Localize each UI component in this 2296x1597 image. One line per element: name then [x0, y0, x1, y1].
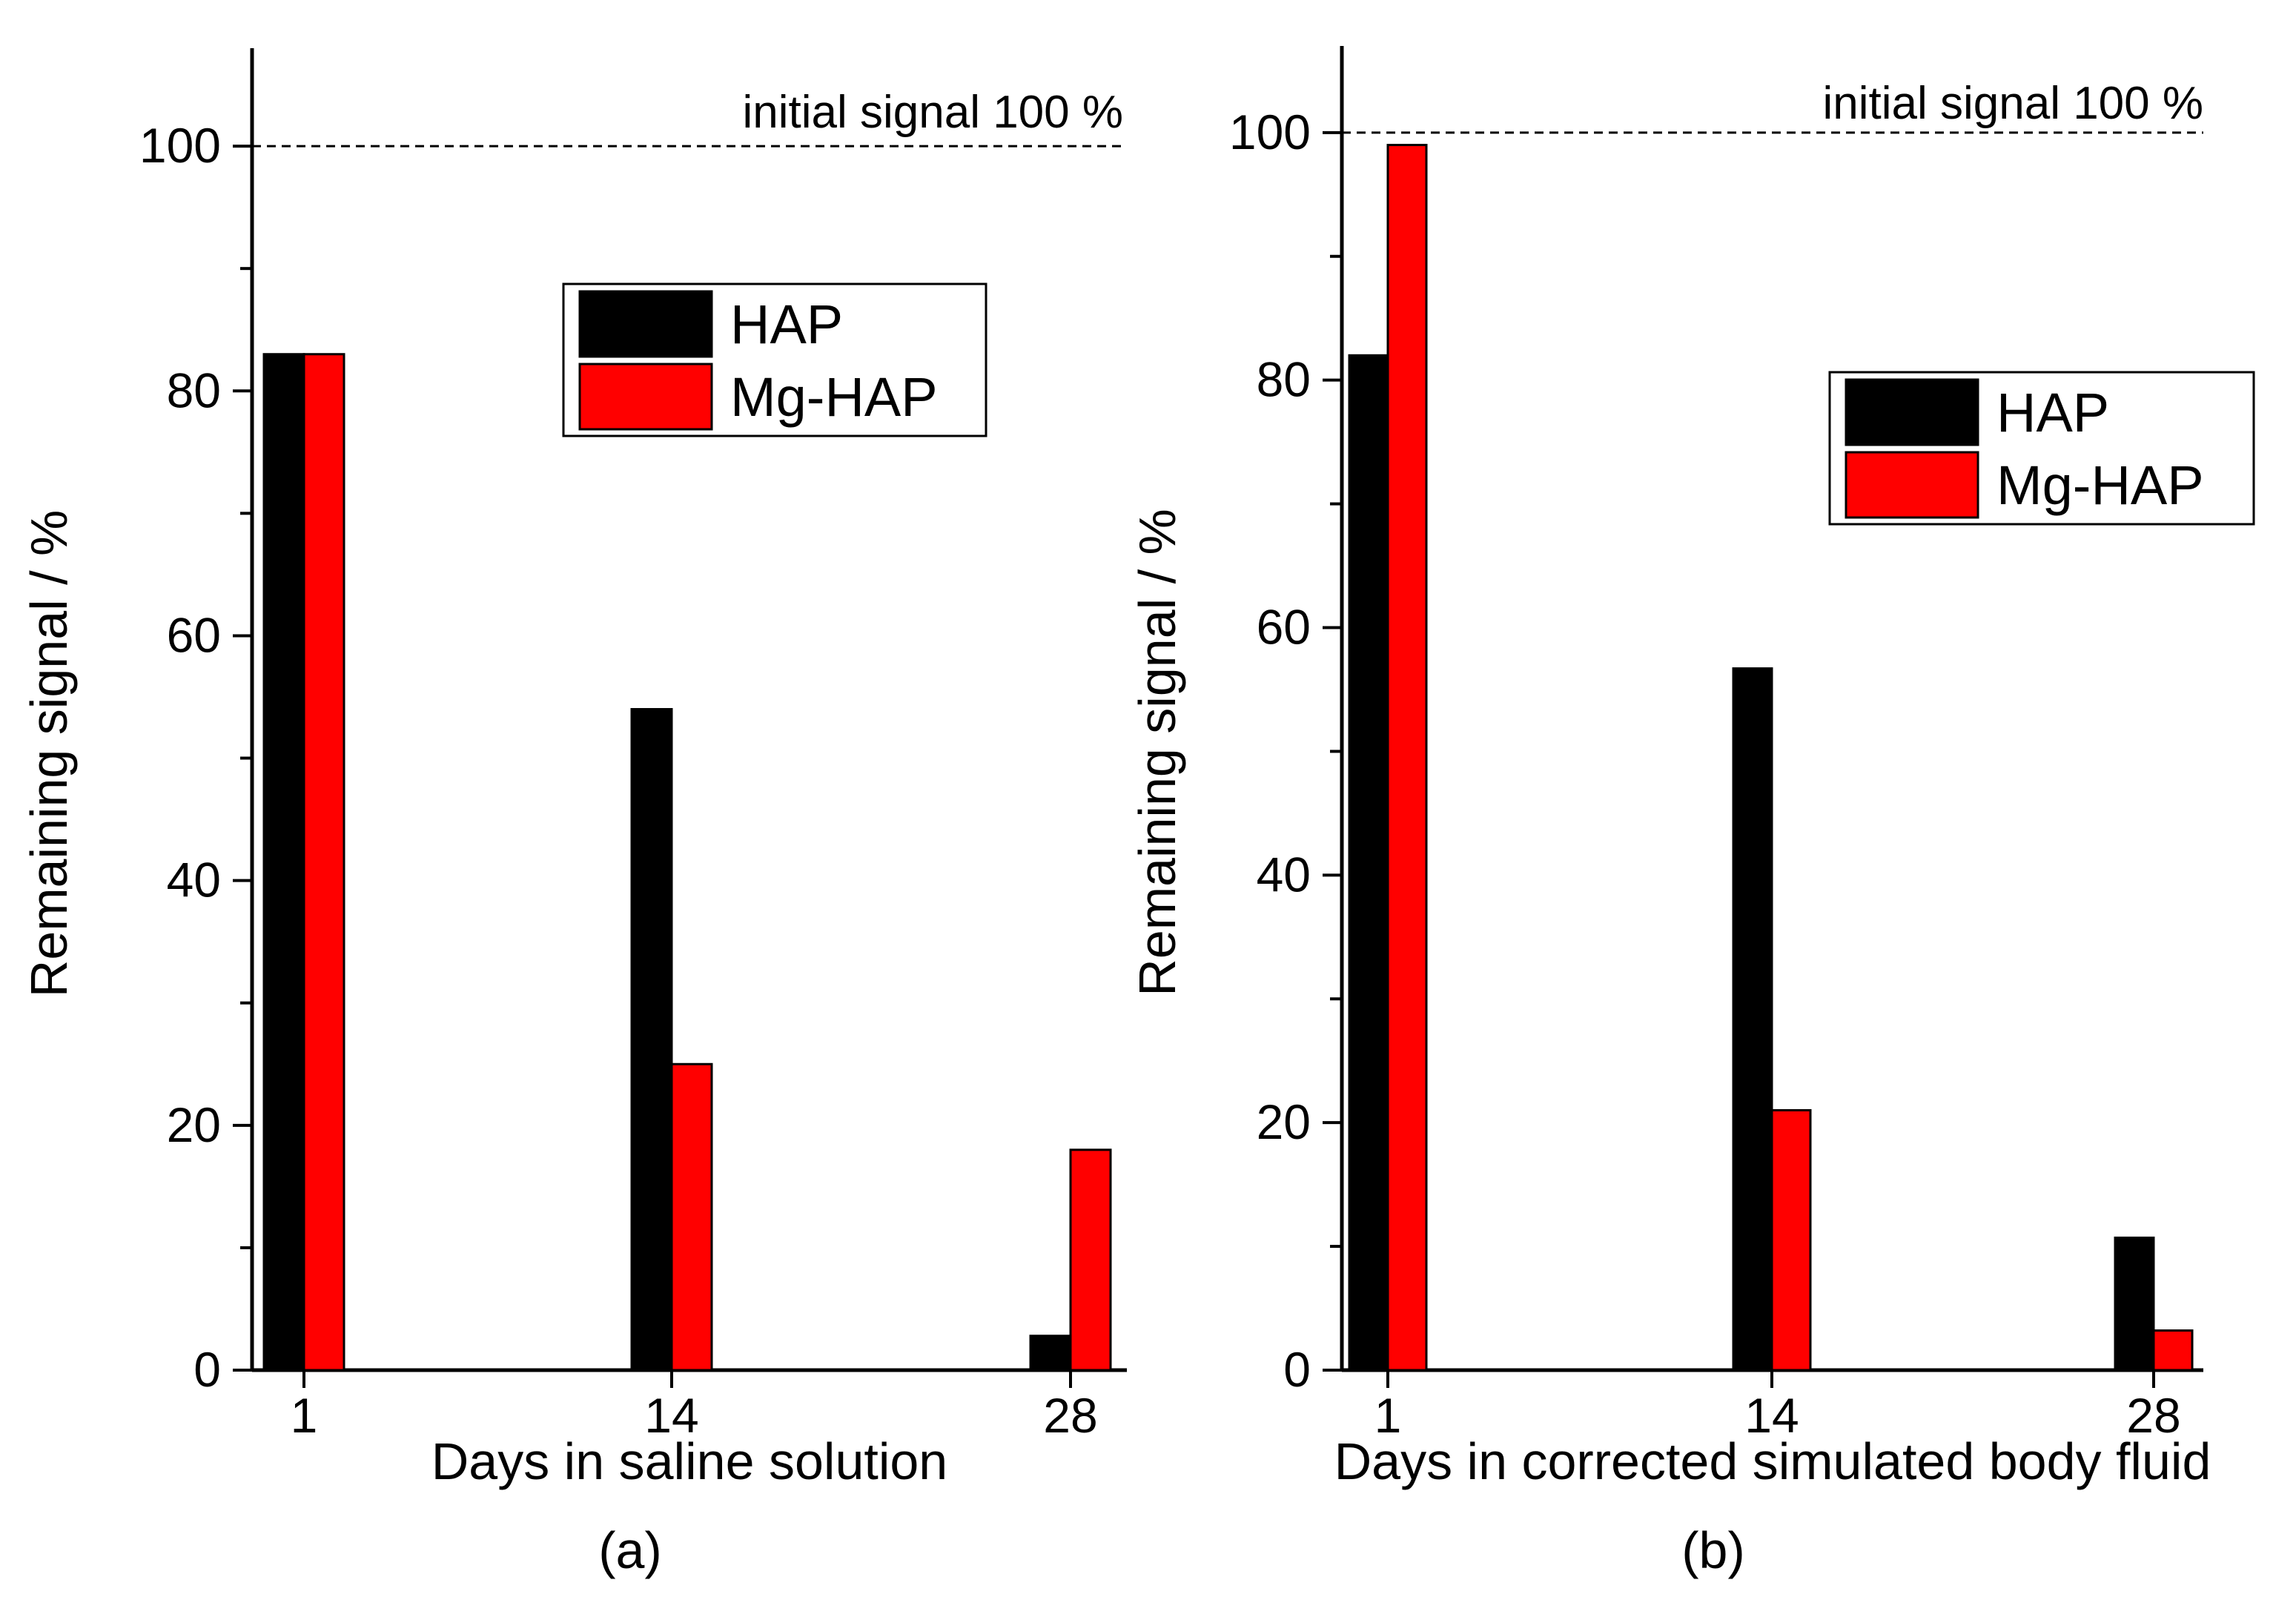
bar-mg-hap-day-1: [1386, 144, 1428, 1372]
y-tick-label: 40: [1257, 847, 1311, 902]
panel-label: (b): [1681, 1521, 1745, 1579]
legend: HAP Mg-HAP: [1828, 371, 2255, 526]
y-tick-label: 60: [167, 607, 221, 662]
panel-label: (a): [598, 1521, 662, 1579]
bar-hap-day-28: [2114, 1236, 2155, 1372]
legend-label-mg-hap: Mg-HAP: [1996, 454, 2204, 516]
bar-hap-day-1: [262, 353, 305, 1372]
y-tick-label: 0: [193, 1342, 221, 1397]
legend-label-hap: HAP: [730, 294, 843, 355]
y-tick-label: 100: [1229, 105, 1311, 159]
legend-label-hap: HAP: [1996, 382, 2109, 443]
y-tick-label: 40: [167, 853, 221, 907]
bar-hap-day-14: [1732, 667, 1773, 1372]
reference-line-label: initial signal 100 %: [1822, 78, 2203, 129]
bar-hap-day-14: [630, 708, 673, 1372]
legend-swatch-mg-hap: [1845, 451, 1979, 519]
legend: HAP Mg-HAP: [562, 282, 987, 437]
y-tick-label: 20: [1257, 1094, 1311, 1149]
legend-swatch-hap: [578, 290, 713, 358]
reference-line-label: initial signal 100 %: [742, 87, 1123, 138]
x-tick-label: 1: [291, 1388, 318, 1443]
x-tick-label: 28: [1043, 1388, 1097, 1443]
x-tick-label: 14: [1744, 1388, 1799, 1443]
legend-swatch-mg-hap: [578, 363, 713, 431]
panel-a: 0 20 40 60 80 100 initial signal 100 % 1 14 28 Day…: [20, 48, 1127, 1579]
bar-hap-day-28: [1029, 1335, 1072, 1372]
legend-label-mg-hap: Mg-HAP: [730, 366, 938, 428]
bar-mg-hap-day-14: [670, 1062, 713, 1372]
bar-mg-hap-day-28: [2152, 1329, 2194, 1372]
y-tick-label: 0: [1283, 1342, 1311, 1397]
x-axis-title: Days in saline solution: [431, 1432, 947, 1490]
legend-swatch-hap: [1845, 378, 1979, 446]
x-axis-title: Days in corrected simulated body fluid: [1334, 1432, 2211, 1490]
bar-hap-day-1: [1348, 354, 1389, 1372]
y-tick-label: 20: [167, 1097, 221, 1152]
bar-mg-hap-day-1: [302, 353, 345, 1372]
x-tick-label: 14: [644, 1388, 698, 1443]
y-axis-title: Remaining signal / %: [20, 510, 78, 998]
bar-mg-hap-day-28: [1069, 1148, 1112, 1372]
y-tick-label: 100: [139, 118, 221, 173]
y-tick-label: 60: [1257, 600, 1311, 655]
x-tick-label: 28: [2126, 1388, 2180, 1443]
x-tick-label: 1: [1374, 1388, 1402, 1443]
panel-b: 0 20 40 60 80 100 initial signal 100 % 1 14 28Day…: [1128, 46, 2255, 1579]
y-tick-label: 80: [1257, 352, 1311, 407]
y-axis-title: Remaining signal / %: [1128, 509, 1186, 996]
y-tick-label: 80: [167, 363, 221, 417]
bar-mg-hap-day-14: [1770, 1108, 1812, 1372]
